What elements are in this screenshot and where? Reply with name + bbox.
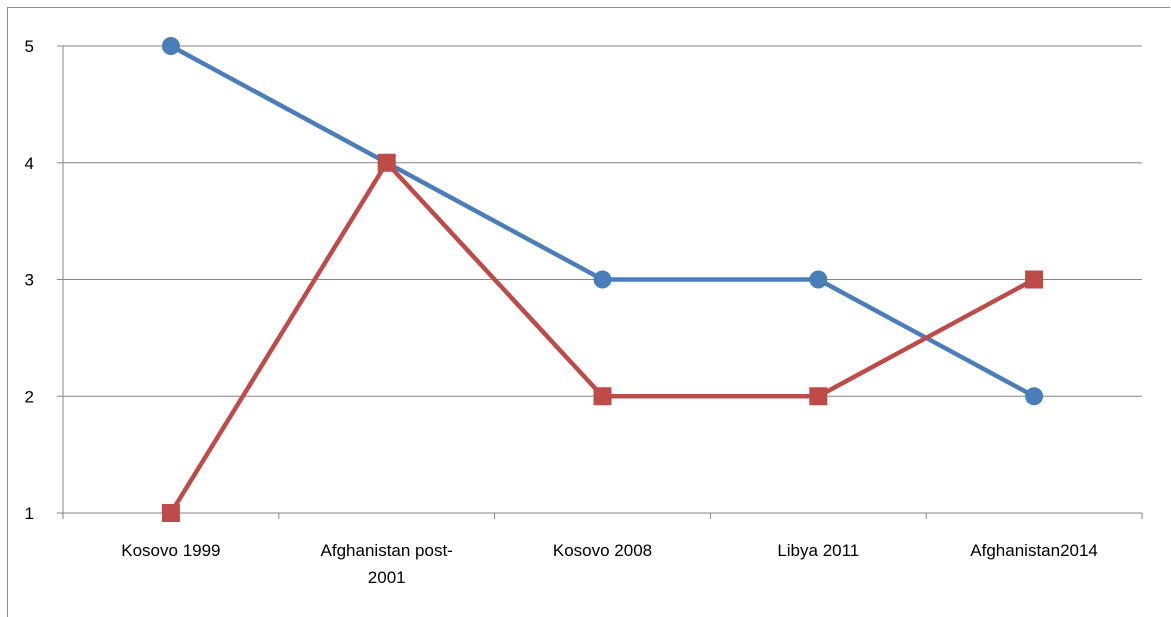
series-1-point: [809, 270, 828, 289]
y-tick-label: 1: [25, 504, 34, 523]
x-tick-label: Kosovo 2008: [553, 541, 652, 560]
y-tick-label: 3: [25, 271, 34, 290]
series-2-line: [168, 160, 1036, 515]
series-1-point: [593, 270, 612, 289]
x-tick-label-line: 2001: [368, 568, 406, 587]
y-tick-label: 2: [25, 387, 34, 406]
x-axis-ticks: Kosovo 1999 Afghanistan post- 2001 Kosovo 2…: [62, 513, 1143, 587]
series-2-point: [593, 387, 612, 406]
series-1-point: [1025, 387, 1044, 406]
y-axis-ticks: 1 2 3 4 5: [25, 37, 63, 523]
series-2-point: [377, 153, 396, 172]
x-tick-label: Libya 2011: [777, 541, 859, 560]
series-2-point: [1025, 270, 1044, 289]
x-tick-label-line: Libya 2011: [777, 541, 859, 560]
x-tick-label-line: Afghanistan2014: [970, 541, 1098, 560]
x-tick-label: Kosovo 1999: [121, 541, 220, 560]
x-tick-label-line: Kosovo 2008: [553, 541, 652, 560]
gridlines: [63, 45, 1142, 397]
series-2-point: [161, 504, 180, 522]
x-tick-label: Afghanistan post- 2001: [321, 541, 453, 587]
series-2-point: [809, 387, 828, 406]
y-tick-label: 4: [25, 154, 34, 173]
x-tick-label: Afghanistan2014: [970, 541, 1098, 560]
x-tick-label-line: Afghanistan post-: [321, 541, 453, 560]
series-1-line: [169, 44, 1036, 399]
y-tick-label: 5: [25, 37, 34, 56]
series-1-point: [161, 37, 180, 55]
x-tick-label-line: Kosovo 1999: [121, 541, 220, 560]
chart-frame: [7, 7, 1170, 617]
series-group: [161, 37, 1044, 522]
